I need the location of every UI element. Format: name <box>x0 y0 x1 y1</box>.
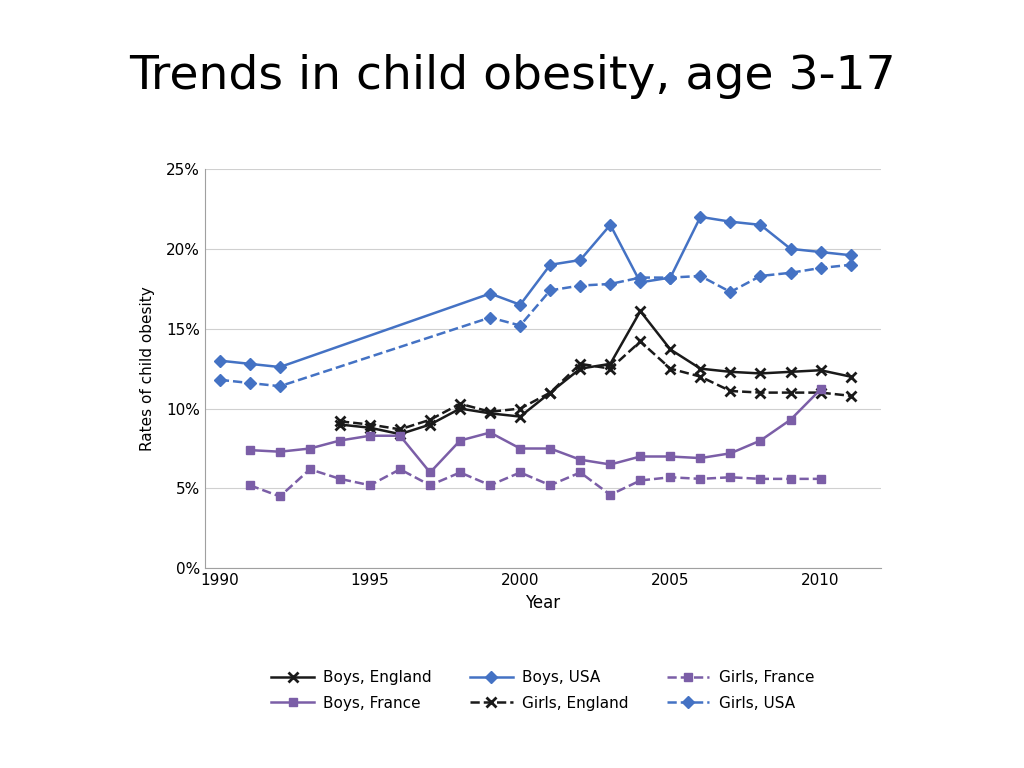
X-axis label: Year: Year <box>525 594 560 612</box>
Y-axis label: Rates of child obesity: Rates of child obesity <box>140 286 155 451</box>
Legend: Boys, England, Boys, France, Boys, USA, Girls, England, Girls, France, Girls, US: Boys, England, Boys, France, Boys, USA, … <box>265 664 820 717</box>
Text: Trends in child obesity, age 3-17: Trends in child obesity, age 3-17 <box>129 54 895 99</box>
